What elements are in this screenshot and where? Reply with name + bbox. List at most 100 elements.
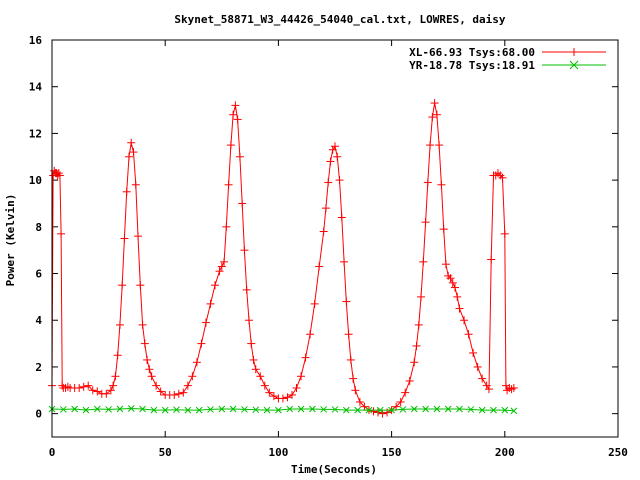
legend: XL-66.93 Tsys:68.00 YR-18.78 Tsys:18.91 — [409, 46, 606, 72]
data-point — [283, 393, 292, 402]
data-point — [292, 383, 301, 392]
data-point — [414, 320, 423, 329]
data-point — [410, 358, 419, 367]
data-point — [297, 405, 305, 413]
data-point — [120, 234, 129, 243]
data-point — [399, 406, 407, 413]
data-point — [136, 281, 145, 290]
data-point — [192, 358, 201, 367]
y-tick-label: 8 — [35, 221, 42, 234]
data-point — [111, 372, 120, 381]
data-point — [326, 157, 335, 166]
data-point — [184, 406, 192, 414]
data-point — [207, 406, 214, 413]
data-point — [79, 382, 88, 391]
data-point — [448, 278, 457, 287]
data-point — [301, 353, 310, 362]
data-point — [365, 406, 373, 414]
data-point — [109, 381, 118, 390]
data-point — [478, 374, 487, 383]
data-point — [244, 316, 253, 325]
data-point — [252, 406, 260, 414]
data-point — [437, 180, 446, 189]
data-point — [231, 101, 240, 110]
chart-title: Skynet_58871_W3_44426_54040_cal.txt, LOW… — [174, 13, 506, 26]
plot-frame — [51, 39, 619, 438]
data-point — [456, 405, 463, 413]
y-tick-label: 12 — [29, 127, 42, 140]
data-point — [498, 173, 507, 182]
data-point — [310, 299, 319, 308]
data-point — [147, 372, 156, 381]
data-point — [441, 260, 450, 269]
y-tick-label: 14 — [29, 81, 43, 94]
data-point — [510, 407, 518, 415]
data-point — [297, 372, 306, 381]
data-point — [140, 339, 149, 348]
data-point — [260, 381, 269, 390]
data-point — [428, 113, 437, 122]
data-point — [134, 232, 143, 241]
y-tick-label: 10 — [29, 174, 42, 187]
data-point — [265, 388, 274, 397]
data-point — [507, 385, 516, 394]
data-point — [324, 178, 333, 187]
y-tick-label: 6 — [35, 268, 42, 281]
data-point — [331, 406, 339, 413]
data-point — [201, 318, 210, 327]
data-point — [256, 372, 265, 381]
x-tick-label: 100 — [268, 446, 288, 459]
data-point — [432, 110, 441, 119]
data-point — [464, 330, 473, 339]
data-point — [229, 405, 237, 413]
data-point — [106, 386, 115, 395]
data-point — [346, 355, 355, 364]
data-point — [105, 406, 112, 413]
data-point — [247, 339, 256, 348]
data-point — [378, 409, 387, 418]
data-point — [349, 374, 358, 383]
data-point — [309, 405, 316, 413]
data-point — [275, 406, 282, 414]
data-point — [211, 281, 220, 290]
data-point — [55, 171, 64, 180]
legend-marker-series-2 — [569, 60, 579, 70]
data-point — [88, 386, 97, 395]
data-point — [321, 204, 330, 213]
data-point — [131, 180, 140, 189]
data-point — [93, 387, 102, 396]
data-point — [444, 405, 452, 413]
data-point — [509, 383, 518, 392]
series-layer — [48, 99, 518, 418]
data-point — [222, 222, 231, 231]
data-point — [342, 406, 350, 414]
data-point — [335, 176, 344, 185]
data-point — [241, 406, 248, 413]
data-point — [170, 390, 179, 399]
data-point — [306, 330, 315, 339]
data-point — [124, 152, 133, 161]
y-tick-label: 0 — [35, 408, 42, 421]
data-point — [220, 257, 229, 266]
y-tick-label: 4 — [35, 314, 42, 327]
data-point — [460, 316, 469, 325]
data-point — [138, 320, 147, 329]
x-tick-label: 250 — [608, 446, 628, 459]
data-point — [233, 115, 242, 124]
data-point — [161, 406, 169, 414]
data-point — [152, 381, 161, 390]
data-point — [333, 152, 342, 161]
data-point — [286, 405, 294, 413]
data-point — [226, 141, 235, 150]
data-point — [278, 394, 287, 403]
data-point — [217, 262, 226, 271]
data-point — [71, 405, 78, 413]
data-point — [251, 365, 260, 374]
data-point — [242, 285, 251, 294]
data-point — [419, 257, 428, 266]
data-point — [439, 225, 448, 234]
y-axis-label: Power (Kelvin) — [4, 194, 17, 287]
data-point — [401, 388, 410, 397]
data-point — [224, 180, 233, 189]
data-point — [446, 274, 455, 283]
